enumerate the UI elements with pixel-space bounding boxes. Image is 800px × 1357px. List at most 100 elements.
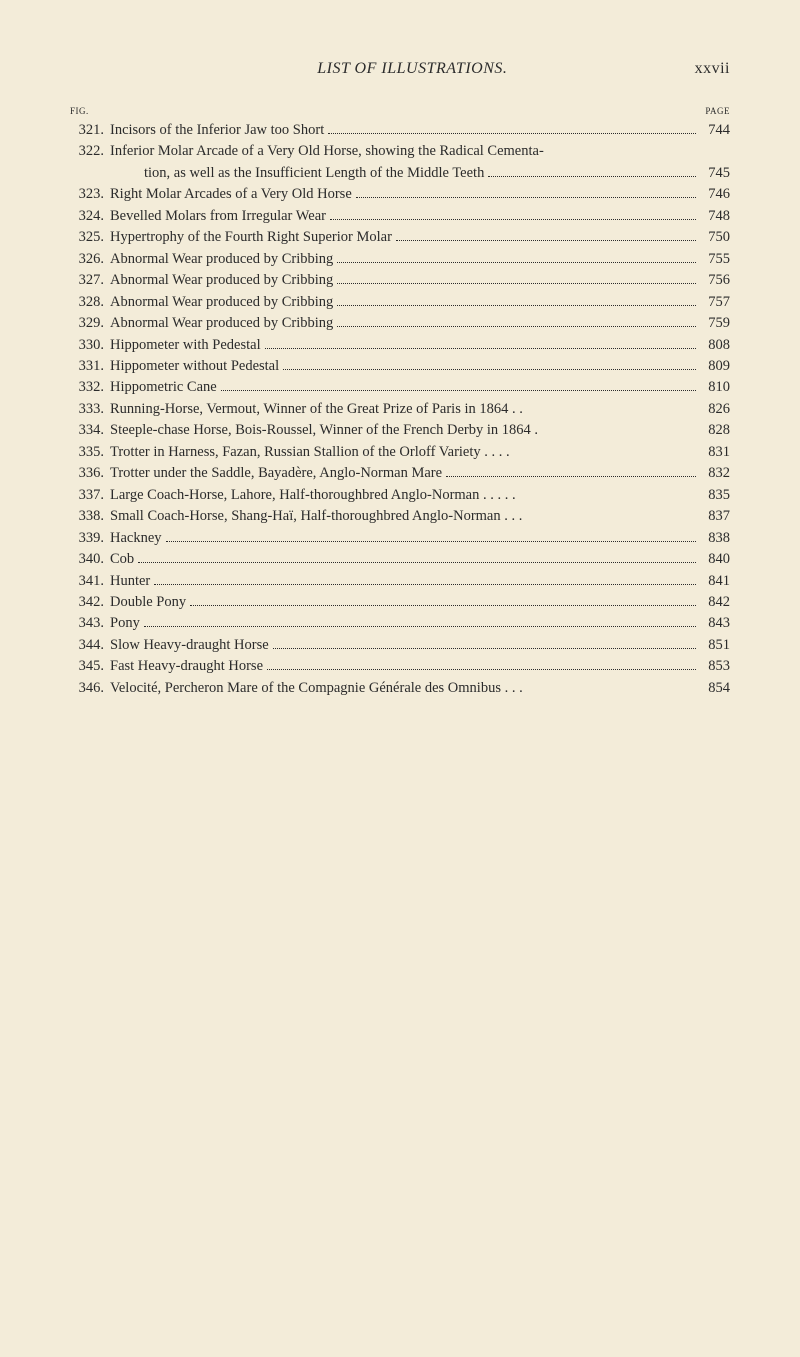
- entry-text: Hippometer with Pedestal: [106, 335, 261, 356]
- entry-text: Right Molar Arcades of a Very Old Horse: [106, 184, 352, 205]
- entry-number: 332.: [70, 377, 106, 398]
- entry-number: 335.: [70, 442, 106, 463]
- list-entry: 334.Steeple-chase Horse, Bois-Roussel, W…: [70, 420, 730, 441]
- list-entry: 343.Pony 843: [70, 613, 730, 634]
- entry-text: Small Coach-Horse, Shang-Haï, Half-thoro…: [106, 506, 522, 527]
- entry-number: 322.: [70, 141, 106, 162]
- list-entry: 333.Running-Horse, Vermout, Winner of th…: [70, 399, 730, 420]
- entry-number: 344.: [70, 635, 106, 656]
- col-page: PAGE: [705, 106, 730, 116]
- entry-page: 835: [700, 485, 730, 506]
- dot-leader: [328, 133, 696, 134]
- list-entry: 341.Hunter841: [70, 571, 730, 592]
- entry-number: 346.: [70, 678, 106, 699]
- entry-text: Trotter in Harness, Fazan, Russian Stall…: [106, 442, 510, 463]
- entry-text: Steeple-chase Horse, Bois-Roussel, Winne…: [106, 420, 538, 441]
- entry-number: 321.: [70, 120, 106, 141]
- entry-page: 759: [700, 313, 730, 334]
- dot-leader: [144, 626, 696, 627]
- entry-text: Cob: [106, 549, 134, 570]
- entry-text: Abnormal Wear produced by Cribbing: [106, 249, 333, 270]
- dot-leader: [154, 584, 696, 585]
- entry-text: Abnormal Wear produced by Cribbing: [106, 292, 333, 313]
- entry-number: 328.: [70, 292, 106, 313]
- page-header: LIST OF ILLUSTRATIONS. xxvii: [70, 60, 730, 78]
- entry-page: 744: [700, 120, 730, 141]
- entry-number: 327.: [70, 270, 106, 291]
- list-entry: 345.Fast Heavy-draught Horse 853: [70, 656, 730, 677]
- entry-number: 345.: [70, 656, 106, 677]
- entry-page: 750: [700, 227, 730, 248]
- entry-page: 837: [700, 506, 730, 527]
- entry-page: 841: [700, 571, 730, 592]
- list-entry: 332.Hippometric Cane 810: [70, 377, 730, 398]
- entry-page: 832: [700, 463, 730, 484]
- entry-page: 808: [700, 335, 730, 356]
- entry-number: 338.: [70, 506, 106, 527]
- entry-page: 828: [700, 420, 730, 441]
- list-entry: 322.Inferior Molar Arcade of a Very Old …: [70, 141, 730, 162]
- list-entry: 337.Large Coach-Horse, Lahore, Half-thor…: [70, 485, 730, 506]
- dot-leader: [337, 283, 696, 284]
- list-entry: 331.Hippometer without Pedestal809: [70, 356, 730, 377]
- dot-leader: [267, 669, 696, 670]
- entries-list: 321.Incisors of the Inferior Jaw too Sho…: [70, 120, 730, 699]
- entry-page: 843: [700, 613, 730, 634]
- entry-text: Hackney: [106, 528, 162, 549]
- entry-number: 331.: [70, 356, 106, 377]
- entry-number: 325.: [70, 227, 106, 248]
- entry-text: Incisors of the Inferior Jaw too Short: [106, 120, 324, 141]
- entry-text: Double Pony: [106, 592, 186, 613]
- col-fig: FIG.: [70, 106, 89, 116]
- entry-text: Hippometer without Pedestal: [106, 356, 279, 377]
- entry-number: 324.: [70, 206, 106, 227]
- entry-text: Large Coach-Horse, Lahore, Half-thorough…: [106, 485, 516, 506]
- list-entry: 340.Cob840: [70, 549, 730, 570]
- entry-page: 842: [700, 592, 730, 613]
- entry-page: 854: [700, 678, 730, 699]
- dot-leader: [356, 197, 696, 198]
- list-entry: 338.Small Coach-Horse, Shang-Haï, Half-t…: [70, 506, 730, 527]
- entry-text: Pony: [106, 613, 140, 634]
- entry-number: 343.: [70, 613, 106, 634]
- header-roman: xxvii: [695, 60, 730, 78]
- entry-page: 853: [700, 656, 730, 677]
- entry-number: 326.: [70, 249, 106, 270]
- entry-text: tion, as well as the Insufficient Length…: [140, 163, 484, 184]
- list-entry: 336.Trotter under the Saddle, Bayadère, …: [70, 463, 730, 484]
- dot-leader: [166, 541, 696, 542]
- dot-leader: [190, 605, 696, 606]
- list-entry: 323.Right Molar Arcades of a Very Old Ho…: [70, 184, 730, 205]
- entry-page: 838: [700, 528, 730, 549]
- entry-page: 746: [700, 184, 730, 205]
- entry-text: Velocité, Percheron Mare of the Compagni…: [106, 678, 523, 699]
- entry-number: 340.: [70, 549, 106, 570]
- entry-text: Slow Heavy-draught Horse: [106, 635, 269, 656]
- entry-text: Fast Heavy-draught Horse: [106, 656, 263, 677]
- list-entry: 330.Hippometer with Pedestal808: [70, 335, 730, 356]
- entry-page: 851: [700, 635, 730, 656]
- entry-number: 334.: [70, 420, 106, 441]
- list-entry: 329.Abnormal Wear produced by Cribbing75…: [70, 313, 730, 334]
- entry-page: 757: [700, 292, 730, 313]
- entry-number: 337.: [70, 485, 106, 506]
- entry-number: 341.: [70, 571, 106, 592]
- dot-leader: [337, 305, 696, 306]
- dot-leader: [337, 262, 696, 263]
- entry-number: 323.: [70, 184, 106, 205]
- entry-page: 810: [700, 377, 730, 398]
- list-entry: 325.Hypertrophy of the Fourth Right Supe…: [70, 227, 730, 248]
- column-headers: FIG. PAGE: [70, 106, 730, 116]
- entry-page: 831: [700, 442, 730, 463]
- dot-leader: [488, 176, 696, 177]
- entry-page: 745: [700, 163, 730, 184]
- entry-text: Hippometric Cane: [106, 377, 217, 398]
- list-entry: 335.Trotter in Harness, Fazan, Russian S…: [70, 442, 730, 463]
- list-entry: 339.Hackney838: [70, 528, 730, 549]
- dot-leader: [273, 648, 696, 649]
- list-entry: 324.Bevelled Molars from Irregular Wear7…: [70, 206, 730, 227]
- dot-leader: [396, 240, 696, 241]
- entry-text: Hypertrophy of the Fourth Right Superior…: [106, 227, 392, 248]
- entry-page: 748: [700, 206, 730, 227]
- entry-text: Inferior Molar Arcade of a Very Old Hors…: [106, 141, 544, 162]
